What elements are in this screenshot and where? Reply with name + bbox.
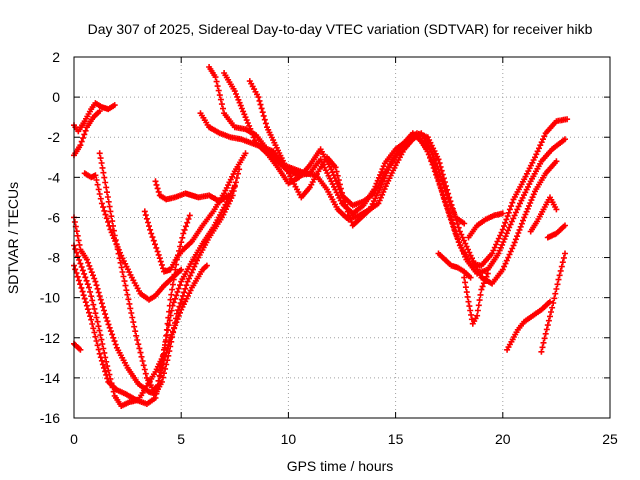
y-tick-label: 2 bbox=[52, 49, 60, 65]
series-s15 bbox=[435, 250, 474, 281]
grid-lines bbox=[74, 57, 610, 418]
y-tick-label: -4 bbox=[48, 169, 61, 185]
series-s18 bbox=[504, 298, 553, 353]
y-tick-label: -2 bbox=[48, 129, 61, 145]
series-s8 bbox=[71, 340, 84, 353]
y-tick-label: -16 bbox=[40, 410, 60, 426]
y-tick-label: -6 bbox=[48, 209, 61, 225]
series-s14 bbox=[246, 78, 468, 229]
x-tick-label: 5 bbox=[177, 431, 185, 447]
x-axis-title: GPS time / hours bbox=[287, 458, 394, 474]
plot-frame bbox=[73, 56, 611, 419]
axis-ticks bbox=[73, 56, 611, 419]
x-tick-label: 20 bbox=[495, 431, 511, 447]
y-tick-label: -10 bbox=[40, 290, 60, 306]
y-tick-label: -8 bbox=[48, 250, 61, 266]
series-s20 bbox=[527, 194, 560, 235]
y-tick-label: -14 bbox=[40, 370, 60, 386]
x-tick-label: 15 bbox=[388, 431, 404, 447]
series-s16 bbox=[461, 270, 491, 327]
y-axis-title: SDTVAR / TECUs bbox=[5, 182, 21, 294]
series-s17 bbox=[465, 210, 506, 241]
x-tick-label: 0 bbox=[70, 431, 78, 447]
series-s10 bbox=[141, 150, 249, 275]
chart-title: Day 307 of 2025, Sidereal Day-to-day VTE… bbox=[88, 21, 593, 37]
y-tick-label: 0 bbox=[52, 89, 60, 105]
x-tick-labels: 0 5 10 15 20 25 bbox=[70, 431, 618, 447]
series-s19 bbox=[538, 250, 568, 355]
x-tick-label: 10 bbox=[281, 431, 297, 447]
y-tick-labels: 2 0 -2 -4 -6 -8 -10 -12 -14 -16 bbox=[40, 49, 60, 426]
y-tick-label: -12 bbox=[40, 330, 60, 346]
plot-area bbox=[71, 64, 571, 409]
x-tick-label: 25 bbox=[602, 431, 618, 447]
series-s21 bbox=[544, 222, 568, 241]
